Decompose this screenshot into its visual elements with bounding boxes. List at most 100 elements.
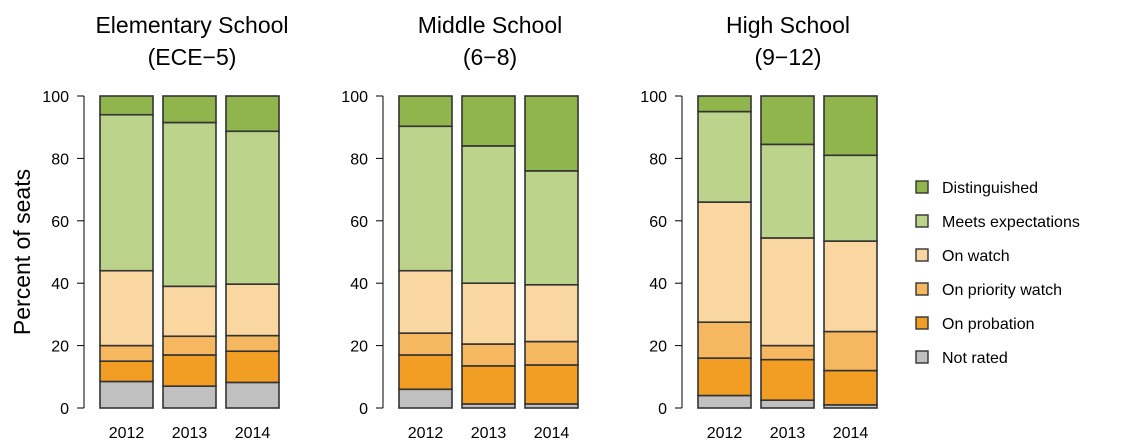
legend-item: Not rated — [915, 350, 1008, 367]
bar-segment-meets-expectations — [461, 145, 516, 284]
bar-segment-on-watch — [398, 269, 453, 334]
bar-segment-not-rated — [760, 399, 815, 409]
bar-2012 — [398, 95, 453, 409]
bar-segment-meets-expectations — [524, 170, 579, 286]
y-tick-label: 0 — [658, 401, 667, 418]
bar-segment-on-priority-watch — [823, 330, 878, 372]
bar-2012 — [99, 95, 154, 409]
x-tick-label: 2013 — [770, 425, 806, 440]
bar-segment-on-watch — [823, 240, 878, 333]
panel-title-line2: (9−12) — [754, 44, 821, 70]
bar-segment-meets-expectations — [225, 130, 280, 285]
x-tick-label: 2014 — [534, 425, 570, 440]
panel-3: High School (9−12) 0 20 40 60 80 100 2012 2013 201… — [640, 12, 878, 440]
legend-item: On watch — [915, 248, 1010, 265]
y-axis-label: Percent of seats — [9, 169, 35, 335]
y-tick-label: 100 — [640, 89, 667, 106]
y-tick-label: 80 — [51, 151, 69, 168]
legend-swatch — [915, 282, 929, 296]
legend-label: Meets expectations — [942, 214, 1080, 231]
bar-segment-on-priority-watch — [760, 344, 815, 361]
bar-segment-distinguished — [99, 95, 154, 116]
chart-panels: Elementary School (ECE−5) 0 20 40 60 80 100 2012… — [42, 12, 878, 440]
bar-segment-on-watch — [461, 282, 516, 345]
panel-1: Elementary School (ECE−5) 0 20 40 60 80 100 2012… — [42, 12, 288, 440]
bar-segment-on-probation — [225, 350, 280, 384]
bar-segment-distinguished — [162, 95, 217, 124]
bar-segment-distinguished — [823, 95, 878, 157]
bar-segment-distinguished — [398, 95, 453, 128]
bar-segment-on-priority-watch — [99, 344, 154, 363]
legend-swatch — [915, 350, 929, 364]
bar-segment-on-priority-watch — [398, 332, 453, 356]
bar-segment-on-priority-watch — [162, 335, 217, 356]
panel-title-line1: High School — [726, 12, 850, 38]
y-tick-label: 40 — [649, 276, 667, 293]
panel-title-line2: (6−8) — [463, 44, 517, 70]
legend-item: On priority watch — [915, 282, 1062, 299]
x-tick-label: 2012 — [707, 425, 743, 440]
panel-title-line1: Middle School — [418, 12, 562, 38]
bar-segment-on-probation — [823, 369, 878, 406]
bar-segment-on-watch — [760, 237, 815, 347]
panel-title-line2: (ECE−5) — [148, 44, 237, 70]
bar-segment-on-watch — [225, 283, 280, 337]
y-tick-label: 40 — [51, 276, 69, 293]
x-tick-label: 2013 — [172, 425, 208, 440]
legend-swatch — [915, 180, 929, 194]
y-tick-label: 20 — [51, 339, 69, 356]
bar-segment-not-rated — [398, 388, 453, 409]
y-tick-label: 20 — [350, 339, 368, 356]
bar-segment-distinguished — [760, 95, 815, 146]
x-tick-label: 2014 — [833, 425, 869, 440]
y-tick-label: 0 — [359, 401, 368, 418]
bar-segment-on-probation — [697, 357, 752, 397]
bar-segment-meets-expectations — [398, 125, 453, 272]
bar-2012 — [697, 95, 752, 409]
x-tick-label: 2012 — [109, 425, 145, 440]
bar-segment-meets-expectations — [760, 143, 815, 239]
y-tick-label: 20 — [649, 339, 667, 356]
bar-segment-on-probation — [398, 354, 453, 391]
bar-segment-on-watch — [99, 269, 154, 347]
bar-segment-on-probation — [162, 354, 217, 387]
legend-swatch — [915, 248, 929, 262]
bar-segment-on-probation — [99, 360, 154, 383]
bar-segment-not-rated — [697, 394, 752, 409]
y-tick-label: 80 — [350, 151, 368, 168]
legend-item: Distinguished — [915, 180, 1038, 197]
bar-segment-distinguished — [225, 95, 280, 133]
bar-segment-on-priority-watch — [225, 334, 280, 353]
bar-segment-on-watch — [162, 285, 217, 338]
bar-segment-on-priority-watch — [461, 343, 516, 367]
legend-label: Distinguished — [942, 180, 1038, 197]
bar-segment-meets-expectations — [162, 121, 217, 288]
bar-2013 — [162, 95, 217, 409]
bar-segment-on-watch — [524, 283, 579, 343]
y-tick-label: 0 — [60, 401, 69, 418]
y-tick-label: 100 — [341, 89, 368, 106]
bar-segment-distinguished — [461, 95, 516, 147]
legend-label: On watch — [942, 248, 1010, 265]
x-tick-label: 2014 — [235, 425, 271, 440]
bar-2013 — [461, 95, 516, 409]
bar-segment-distinguished — [524, 95, 579, 172]
bar-2013 — [760, 95, 815, 409]
legend-label: On priority watch — [942, 282, 1062, 299]
x-tick-label: 2013 — [471, 425, 507, 440]
bar-2014 — [225, 95, 280, 409]
panel-title-line1: Elementary School — [95, 12, 288, 38]
y-tick-label: 60 — [350, 214, 368, 231]
legend-swatch — [915, 214, 929, 228]
y-tick-label: 100 — [42, 89, 69, 106]
bar-segment-distinguished — [697, 95, 752, 113]
bar-segment-meets-expectations — [697, 110, 752, 203]
bar-segment-meets-expectations — [99, 113, 154, 272]
legend-label: On probation — [942, 316, 1035, 333]
panel-2: Middle School (6−8) 0 20 40 60 80 100 2012 2013 20… — [341, 12, 579, 440]
legend-item: Meets expectations — [915, 214, 1080, 231]
bar-segment-on-probation — [524, 364, 579, 405]
y-tick-label: 80 — [649, 151, 667, 168]
y-tick-label: 40 — [350, 276, 368, 293]
bar-2014 — [524, 95, 579, 409]
